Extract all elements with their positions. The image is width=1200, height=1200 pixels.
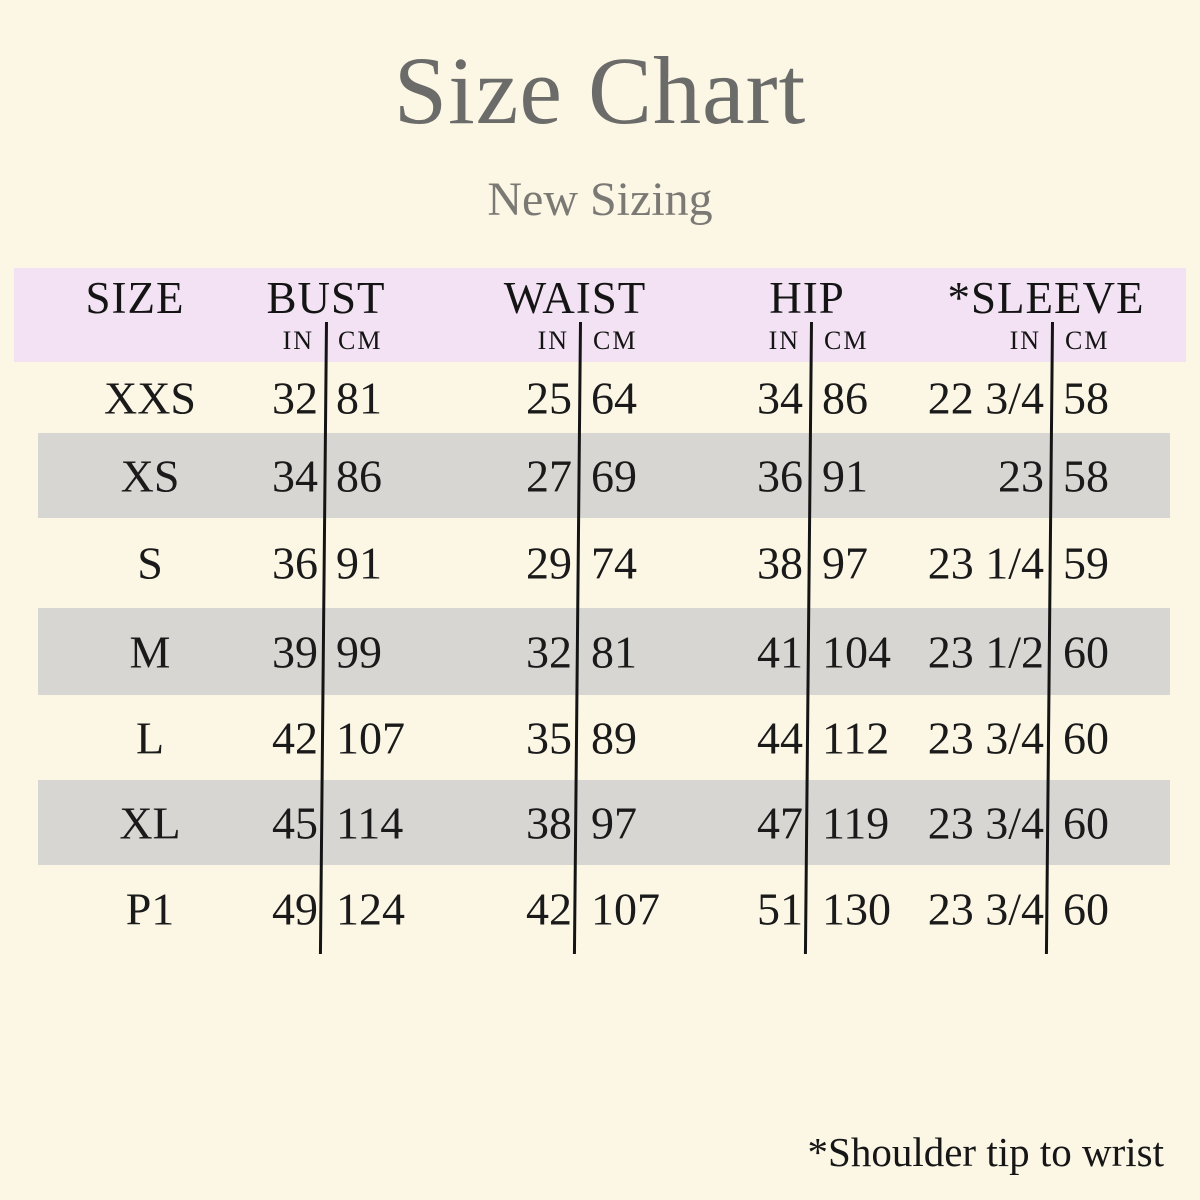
cell-bust-in: 32	[272, 372, 318, 423]
cell-bust-cm: 107	[336, 712, 405, 763]
cell-hip-in: 47	[757, 797, 803, 848]
cell-sleeve-in: 22 3/4	[927, 372, 1044, 423]
cell-sleeve-in: 23 3/4	[927, 883, 1044, 935]
cell-hip-in: 41	[757, 626, 803, 677]
unit-label-waist-cm: CM	[593, 326, 638, 355]
unit-label-hip-in: IN	[768, 326, 800, 355]
column-header-bust: BUST	[266, 273, 386, 323]
cell-sleeve-in: 23 1/4	[927, 537, 1044, 589]
cell-sleeve-cm: 58	[1063, 372, 1109, 423]
cell-size: XS	[120, 450, 180, 501]
cell-hip-cm: 104	[822, 626, 891, 677]
unit-label-bust-in: IN	[282, 326, 314, 355]
cell-waist-cm: 69	[591, 450, 637, 501]
cell-size: L	[135, 712, 165, 763]
table-row: L 42 107 35 89 44 112 23 3/4 60	[0, 695, 1200, 780]
unit-label-sleeve-in: IN	[1009, 326, 1041, 355]
column-header-size: SIZE	[85, 273, 185, 323]
cell-bust-cm: 81	[336, 372, 382, 423]
cell-sleeve-cm: 58	[1063, 450, 1109, 501]
cell-size: S	[137, 537, 163, 589]
cell-hip-in: 38	[757, 537, 803, 589]
cell-sleeve-in: 23 3/4	[927, 797, 1044, 848]
cell-waist-cm: 89	[591, 712, 637, 763]
cell-waist-cm: 81	[591, 626, 637, 677]
cell-hip-cm: 97	[822, 537, 868, 589]
table-row: XS 34 86 27 69 36 91 23 58	[0, 433, 1200, 518]
cell-hip-in: 44	[757, 712, 803, 763]
cell-waist-in: 32	[526, 626, 572, 677]
cell-bust-in: 36	[272, 537, 318, 589]
cell-bust-cm: 91	[336, 537, 382, 589]
cell-waist-in: 29	[526, 537, 572, 589]
table-row: S 36 91 29 74 38 97 23 1/4 59	[0, 518, 1200, 608]
cell-sleeve-in: 23 3/4	[927, 712, 1044, 763]
cell-bust-in: 34	[272, 450, 318, 501]
cell-bust-in: 49	[272, 883, 318, 935]
cell-hip-in: 34	[757, 372, 803, 423]
cell-hip-cm: 86	[822, 372, 868, 423]
unit-label-hip-cm: CM	[824, 326, 869, 355]
unit-label-waist-in: IN	[537, 326, 569, 355]
row-stripe	[38, 780, 1170, 865]
cell-waist-in: 38	[526, 797, 572, 848]
column-header-hip: HIP	[769, 273, 845, 323]
cell-size: XXS	[103, 372, 197, 423]
cell-waist-in: 35	[526, 712, 572, 763]
unit-label-bust-cm: CM	[338, 326, 383, 355]
cell-size: M	[129, 626, 171, 677]
table-row: P1 49 124 42 107 51 130 23 3/4 60	[0, 865, 1200, 953]
cell-waist-in: 27	[526, 450, 572, 501]
cell-hip-cm: 112	[822, 712, 890, 763]
cell-sleeve-in: 23	[998, 450, 1044, 501]
subtitle: New Sizing	[487, 173, 713, 226]
table-header-band	[14, 268, 1186, 362]
cell-hip-cm: 130	[822, 883, 891, 935]
cell-waist-cm: 74	[591, 537, 637, 589]
cell-waist-cm: 64	[591, 372, 637, 423]
sleeve-footnote: *Shoulder tip to wrist	[807, 1129, 1164, 1175]
cell-size: P1	[125, 883, 175, 935]
cell-waist-in: 42	[526, 883, 572, 935]
cell-sleeve-cm: 60	[1063, 626, 1109, 677]
table-row: M 39 99 32 81 41 104 23 1/2 60	[0, 608, 1200, 695]
cell-size: XL	[119, 797, 181, 848]
cell-sleeve-cm: 59	[1063, 537, 1109, 589]
cell-sleeve-cm: 60	[1063, 797, 1109, 848]
column-header-waist: WAIST	[503, 273, 647, 323]
cell-waist-cm: 97	[591, 797, 637, 848]
page-title: Size Chart	[393, 37, 807, 144]
cell-hip-in: 51	[757, 883, 803, 935]
cell-bust-cm: 114	[336, 797, 404, 848]
cell-sleeve-in: 23 1/2	[927, 626, 1044, 677]
cell-hip-in: 36	[757, 450, 803, 501]
cell-bust-cm: 99	[336, 626, 382, 677]
cell-bust-cm: 124	[336, 883, 405, 935]
cell-hip-cm: 119	[822, 797, 890, 848]
cell-bust-in: 42	[272, 712, 318, 763]
unit-label-sleeve-cm: CM	[1065, 326, 1110, 355]
cell-waist-cm: 107	[591, 883, 660, 935]
cell-hip-cm: 91	[822, 450, 868, 501]
cell-bust-in: 45	[272, 797, 318, 848]
table-row: XL 45 114 38 97 47 119 23 3/4 60	[0, 780, 1200, 865]
cell-bust-in: 39	[272, 626, 318, 677]
row-stripe	[38, 433, 1170, 518]
table-row: XXS 32 81 25 64 34 86 22 3/4 58	[0, 362, 1200, 433]
column-header-sleeve: *SLEEVE	[947, 273, 1145, 323]
cell-waist-in: 25	[526, 372, 572, 423]
cell-sleeve-cm: 60	[1063, 712, 1109, 763]
cell-sleeve-cm: 60	[1063, 883, 1109, 935]
cell-bust-cm: 86	[336, 450, 382, 501]
row-stripe	[38, 608, 1170, 695]
